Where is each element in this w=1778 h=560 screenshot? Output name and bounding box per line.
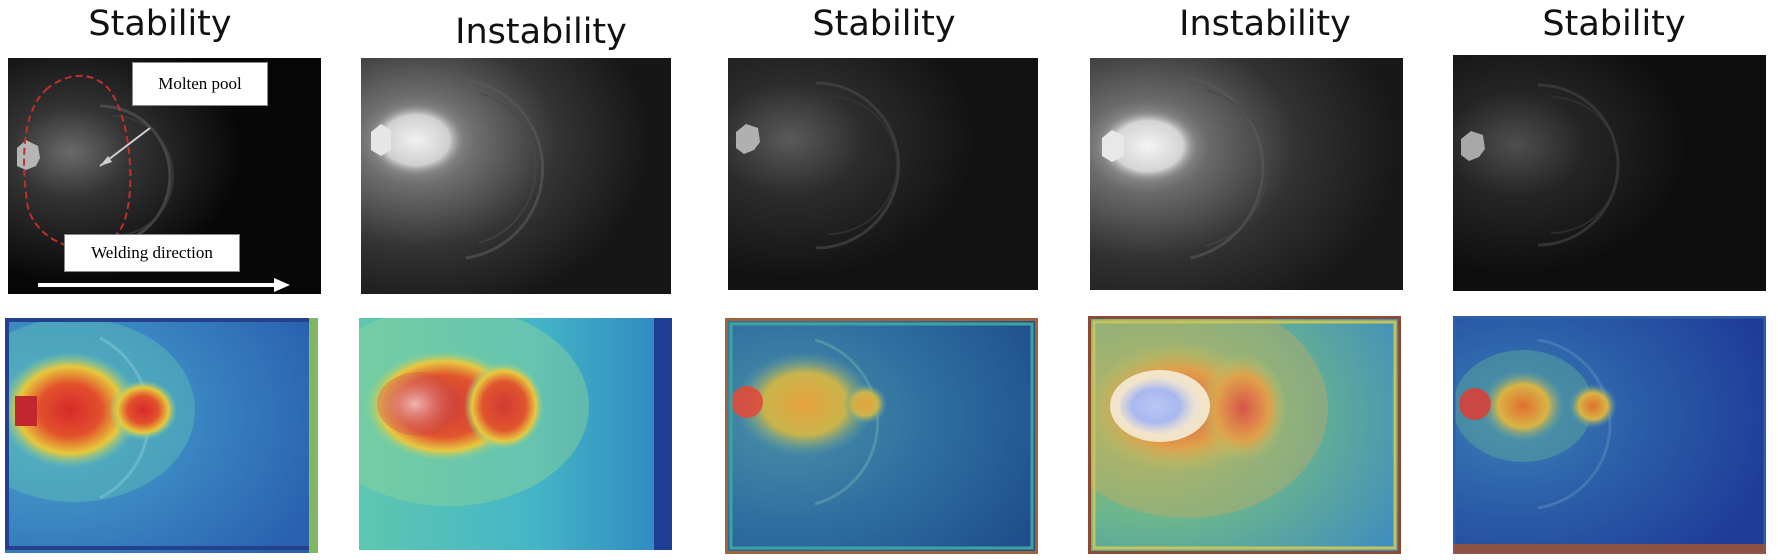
- heatmap-3: [725, 318, 1038, 554]
- welding-photo-4: [1090, 58, 1403, 290]
- welding-photo-5: [1453, 55, 1766, 291]
- heatmap-2: [359, 318, 672, 550]
- heatmap-1: [5, 318, 318, 553]
- welding-photo-2: [361, 58, 671, 294]
- welding-direction-label: Welding direction: [64, 234, 240, 272]
- panel-1-title: Stability: [88, 4, 232, 44]
- heatmap-4: [1088, 316, 1401, 554]
- panel-3-title: Stability: [812, 4, 956, 44]
- panel-5-title: Stability: [1542, 4, 1686, 44]
- panel-2-title: Instability: [455, 12, 627, 52]
- welding-photo-3: [728, 58, 1038, 290]
- heatmap-5: [1453, 316, 1766, 554]
- molten-pool-label: Molten pool: [132, 62, 268, 106]
- panel-4-title: Instability: [1179, 4, 1351, 44]
